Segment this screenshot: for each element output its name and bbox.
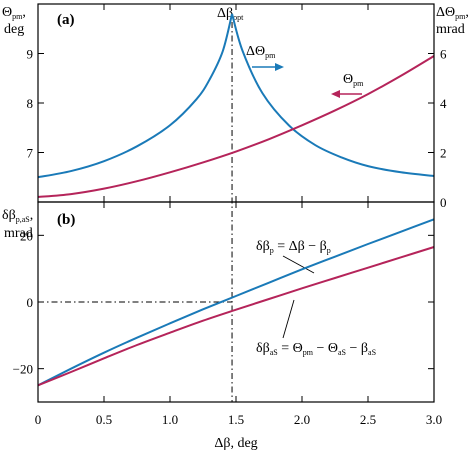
x-axis-label: Δβ, deg: [214, 436, 257, 451]
pointer-dbeta-p: [282, 255, 315, 274]
series-line-dbeta-p: [37, 218, 435, 387]
svg-text:deg: deg: [4, 22, 24, 37]
panel-a-frame: [37, 3, 435, 203]
arrowhead-delta-theta: [275, 63, 284, 71]
series-label-dbeta-as: δβaS = Θpm − ΘaS − βaS: [256, 341, 376, 357]
svg-text:mrad: mrad: [4, 226, 33, 241]
y-tick-label-b: 0: [27, 295, 34, 310]
panel-b-ylabel: δβp,aS, mrad: [2, 208, 33, 241]
plot-layer: 0 0.5 1.0 1.5 2.0 2.5 3.0 7 8 9 0 2 4 6 −20 0 20: [13, 4, 447, 427]
arrowhead-theta: [331, 90, 340, 98]
panel-a-label: (a): [57, 12, 75, 28]
x-tick-label: 0.5: [96, 412, 112, 427]
x-tick-label: 2.0: [294, 412, 310, 427]
x-tick-label: 2.5: [360, 412, 376, 427]
y-tick-label-right: 6: [440, 47, 447, 62]
panel-a-ylabel-right: ΔΘpm, mrad: [436, 5, 469, 37]
opt-label: Δβopt: [217, 6, 244, 22]
panel-a-ylabel-left: Θpm, deg: [2, 5, 26, 37]
series-label-delta-theta: ΔΘpm: [246, 44, 276, 60]
pointer-dbeta-as: [282, 299, 295, 339]
y-tick-label-left: 8: [27, 96, 34, 111]
y-tick-label-b: 20: [20, 228, 33, 243]
svg-text:Θpm,: Θpm,: [2, 5, 26, 21]
series-label-theta: Θpm: [343, 72, 364, 88]
x-tick-label: 3.0: [426, 412, 442, 427]
series-line-theta-pm: [37, 55, 435, 199]
x-tick-label: 0: [35, 412, 42, 427]
y-tick-label-left: 9: [27, 47, 34, 62]
svg-text:ΔΘpm,: ΔΘpm,: [436, 5, 469, 21]
svg-text:mrad: mrad: [436, 22, 465, 37]
x-tick-label: 1.0: [162, 412, 178, 427]
y-tick-label-right: 2: [440, 146, 447, 161]
x-tick-label: 1.5: [228, 412, 244, 427]
series-label-dbeta-p: δβp = Δβ − βp: [256, 239, 331, 255]
y-tick-label-right: 4: [440, 96, 447, 111]
svg-text:δβp,aS,: δβp,aS,: [2, 208, 33, 224]
y-tick-label-b: −20: [13, 362, 33, 377]
panel-b-label: (b): [57, 212, 75, 228]
series-line-delta-theta-pm: [37, 13, 435, 179]
y-tick-label-left: 7: [27, 146, 34, 161]
y-tick-label-right: 0: [440, 195, 447, 210]
series-line-dbeta-as: [37, 246, 435, 387]
panel-b-frame: [37, 201, 435, 403]
